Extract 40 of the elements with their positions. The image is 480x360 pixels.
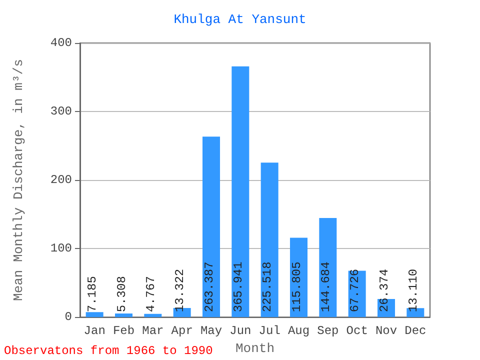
bar	[319, 218, 337, 318]
chart-title: Khulga At Yansunt	[174, 12, 306, 27]
bar	[144, 314, 162, 318]
y-tick-label: 0	[64, 310, 72, 324]
x-tick-label: Feb	[112, 324, 135, 338]
bar	[86, 312, 104, 318]
x-tick-label: Apr	[171, 324, 193, 338]
data-label: 13.322	[173, 268, 188, 312]
x-tick-label: Dec	[404, 324, 426, 338]
data-label: 225.518	[260, 262, 275, 312]
x-tick-label: Jun	[230, 324, 252, 338]
bar	[260, 162, 278, 318]
y-tick-label: 300	[50, 104, 72, 119]
text: Observatons from 1966 to 1990	[4, 344, 213, 358]
y-tick-label: 200	[50, 173, 72, 188]
data-label: 365.941	[231, 262, 246, 312]
bar	[202, 136, 220, 318]
x-tick-label: Jan	[84, 324, 106, 338]
x-tick-label: Sep	[317, 324, 339, 338]
data-label: 67.726	[348, 268, 362, 312]
data-label: 7.185	[86, 276, 100, 312]
bar	[232, 66, 250, 318]
y-tick-label: 400	[50, 36, 72, 50]
data-label: 5.308	[114, 276, 129, 312]
x-tick-label: Mar	[142, 324, 164, 338]
data-label: 144.684	[318, 262, 333, 312]
bar	[115, 313, 132, 318]
data-label: 4.767	[144, 276, 158, 312]
x-tick-label: Jul	[258, 324, 280, 338]
data-label: 115.805	[290, 262, 304, 312]
x-tick-label: May	[200, 324, 222, 338]
x-tick-label: Nov	[375, 324, 398, 338]
data-label: 263.387	[202, 262, 216, 312]
x-axis-title: Month	[235, 341, 275, 356]
data-label: 13.110	[406, 268, 420, 312]
data-label: 26.374	[377, 268, 392, 312]
y-axis-title: Mean Monthly Discharge, in m³/s	[11, 59, 26, 301]
x-tick-label: Oct	[346, 324, 368, 338]
y-tick-label: 100	[50, 242, 72, 256]
x-tick-label: Aug	[288, 324, 310, 338]
